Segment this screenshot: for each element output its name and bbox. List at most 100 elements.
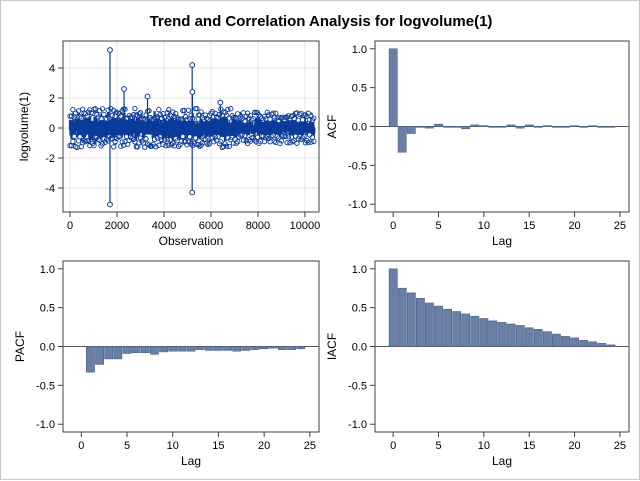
series-markers <box>67 105 317 151</box>
iacf-bar-lag-21 <box>579 339 589 347</box>
acf-xlabel: Lag <box>492 234 512 248</box>
pacf-bar-lag-24 <box>296 346 306 350</box>
pacf-panel: 0 5 10 15 20 25 -1.0 -0.5 0.0 0.5 1.0 Lag PACF <box>13 260 320 468</box>
pacf-bar-lag-7 <box>140 346 150 353</box>
pacf-bar-lag-11 <box>177 346 187 352</box>
acf-bar-lag-22 <box>588 125 598 127</box>
iacf-bar-lag-11 <box>488 320 498 347</box>
iacf-bar-lag-12 <box>497 322 507 347</box>
pacf-bar-lag-21 <box>268 346 278 349</box>
acf-bar-lag-2 <box>406 126 416 134</box>
acf-xtick-label-2: 10 <box>478 220 490 232</box>
acf-ytick-label-1: -0.5 <box>348 160 367 172</box>
series-panel: 0 2000 4000 6000 8000 10000 -4 -2 0 2 4 Observation… <box>17 40 320 248</box>
pacf-bar-lag-1 <box>86 346 95 373</box>
iacf-ytick-label-4: 1.0 <box>352 264 367 276</box>
pacf-bar-lag-8 <box>150 346 159 355</box>
iacf-xtick-label-5: 25 <box>614 440 626 452</box>
series-outlier-point-5 <box>121 86 127 92</box>
pacf-xtick-label-3: 15 <box>212 440 224 452</box>
acf-bar-lag-15 <box>524 124 534 127</box>
pacf-ytick-label-2: 0.0 <box>40 342 55 354</box>
figure-title: Trend and Correlation Analysis for logvo… <box>150 13 493 30</box>
iacf-bar-lag-4 <box>424 302 434 347</box>
acf-bar-lag-11 <box>488 126 498 128</box>
iacf-bar-lag-13 <box>506 323 516 347</box>
iacf-bar-lag-17 <box>542 331 552 347</box>
series-outlier-point-0 <box>107 47 113 53</box>
acf-bar-lag-8 <box>461 126 471 130</box>
acf-xtick-label-4: 20 <box>568 220 580 232</box>
pacf-bar-lag-16 <box>223 346 232 351</box>
iacf-bar-lag-2 <box>406 292 416 347</box>
iacf-bar-lag-8 <box>461 313 471 347</box>
acf-bar-lag-18 <box>551 126 561 128</box>
series-xtick-label-4: 8000 <box>246 220 270 232</box>
series-ytick-label-1: -2 <box>45 153 55 165</box>
acf-bar-lag-5 <box>434 123 443 127</box>
series-ytick-label-4: 4 <box>49 63 55 75</box>
acf-bar-lag-4 <box>424 126 434 129</box>
acf-ytick-label-3: 0.5 <box>352 83 367 95</box>
iacf-ytick-label-3: 0.5 <box>352 303 367 315</box>
series-ytick-label-0: -4 <box>45 183 55 195</box>
pacf-xtick-label-5: 25 <box>304 440 316 452</box>
acf-bar-lag-12 <box>497 126 507 128</box>
iacf-bar-lag-5 <box>434 305 443 347</box>
pacf-ytick-label-0: -1.0 <box>36 419 55 431</box>
series-outlier-point-7 <box>217 99 224 106</box>
pacf-bar-lag-6 <box>131 346 141 353</box>
series-outlier-point-4 <box>189 89 196 95</box>
series-outlier-point-1 <box>107 201 113 208</box>
pacf-bar-lag-2 <box>95 346 104 365</box>
acf-xtick-label-3: 15 <box>523 220 535 232</box>
acf-xtick-label-1: 5 <box>435 220 441 232</box>
acf-ytick-label-0: -1.0 <box>348 199 367 211</box>
acf-ytick-label-4: 1.0 <box>352 44 367 56</box>
series-plot-frame <box>62 40 320 213</box>
iacf-bar-lag-3 <box>415 297 425 347</box>
acf-bar-lag-20 <box>570 125 579 127</box>
iacf-xtick-label-0: 0 <box>390 440 396 452</box>
acf-ytick-label-2: 0.0 <box>352 122 367 134</box>
iacf-bar-lag-10 <box>479 318 489 347</box>
acf-ylabel: ACF <box>325 115 339 139</box>
pacf-xtick-label-4: 20 <box>258 440 270 452</box>
pacf-bar-lag-22 <box>277 346 287 350</box>
pacf-bar-lag-9 <box>159 346 168 353</box>
pacf-xtick-label-2: 10 <box>167 440 179 452</box>
pacf-bar-lag-18 <box>241 346 251 351</box>
series-ylabel: logvolume(1) <box>17 92 31 161</box>
iacf-ytick-label-0: -1.0 <box>348 419 367 431</box>
iacf-bar-lag-23 <box>597 343 607 347</box>
pacf-xtick-label-1: 5 <box>124 440 130 452</box>
series-xtick-label-2: 4000 <box>152 220 176 232</box>
iacf-xtick-label-4: 20 <box>568 440 580 452</box>
series-outlier-point-6 <box>144 93 151 100</box>
pacf-bar-lag-10 <box>168 346 178 352</box>
acf-bar-lag-17 <box>542 125 552 127</box>
series-xlabel: Observation <box>159 234 224 248</box>
acf-bar-lag-0 <box>388 48 398 127</box>
series-xtick-label-0: 0 <box>67 220 73 232</box>
pacf-bar-lag-12 <box>186 346 196 352</box>
series-outlier-point-2 <box>189 62 196 68</box>
pacf-ylabel: PACF <box>13 331 27 362</box>
iacf-bar-lag-24 <box>606 344 616 347</box>
pacf-bar-lag-19 <box>250 346 260 350</box>
series-outlier-point-3 <box>189 189 196 196</box>
acf-panel: 0 5 10 15 20 25 -1.0 -0.5 0.0 0.5 1.0 Lag ACF <box>325 40 630 248</box>
pacf-bar-lag-3 <box>104 346 114 360</box>
pacf-bar-lag-13 <box>195 346 205 350</box>
acf-xtick-label-5: 25 <box>614 220 626 232</box>
pacf-bar-lag-4 <box>113 346 123 360</box>
iacf-bar-lag-15 <box>524 327 534 347</box>
iacf-ytick-label-1: -0.5 <box>348 380 367 392</box>
pacf-bar-lag-23 <box>287 346 296 350</box>
series-data-group <box>67 47 317 208</box>
iacf-bar-lag-9 <box>470 315 480 347</box>
iacf-bar-lag-20 <box>570 337 579 347</box>
iacf-bar-lag-16 <box>533 329 543 347</box>
iacf-xtick-label-1: 5 <box>435 440 441 452</box>
